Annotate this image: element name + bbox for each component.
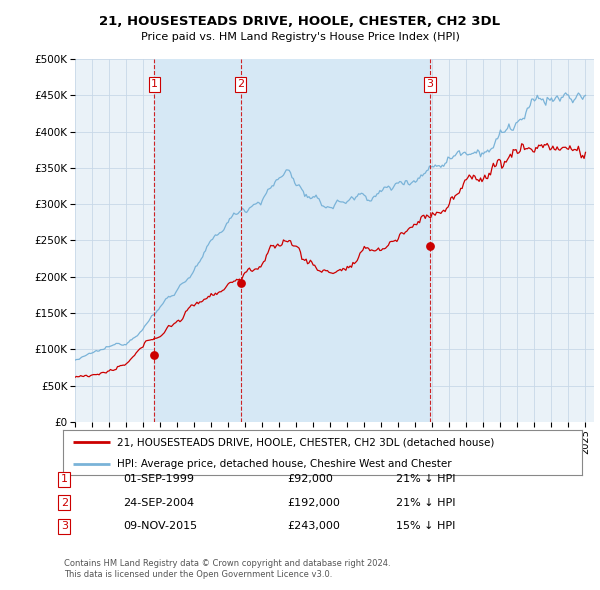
Text: This data is licensed under the Open Government Licence v3.0.: This data is licensed under the Open Gov… [64, 571, 332, 579]
Point [425, 241, 435, 250]
Text: 3: 3 [61, 522, 68, 531]
Text: 21% ↓ HPI: 21% ↓ HPI [396, 498, 455, 507]
Text: 3: 3 [427, 80, 433, 90]
Text: 1: 1 [151, 80, 158, 90]
Bar [241, 59, 430, 422]
Text: Price paid vs. HM Land Registry's House Price Index (HPI): Price paid vs. HM Land Registry's House … [140, 32, 460, 42]
Text: 21, HOUSESTEADS DRIVE, HOOLE, CHESTER, CH2 3DL: 21, HOUSESTEADS DRIVE, HOOLE, CHESTER, C… [100, 15, 500, 28]
Text: 1: 1 [61, 474, 68, 484]
Bar [154, 59, 241, 422]
Text: HPI: Average price, detached house, Cheshire West and Chester: HPI: Average price, detached house, Ches… [118, 458, 452, 468]
Text: £243,000: £243,000 [287, 522, 340, 531]
Text: 21, HOUSESTEADS DRIVE, HOOLE, CHESTER, CH2 3DL (detached house): 21, HOUSESTEADS DRIVE, HOOLE, CHESTER, C… [118, 437, 495, 447]
Text: 15% ↓ HPI: 15% ↓ HPI [396, 522, 455, 531]
Text: £92,000: £92,000 [287, 474, 332, 484]
Text: 2: 2 [61, 498, 68, 507]
Text: 21% ↓ HPI: 21% ↓ HPI [396, 474, 455, 484]
Point [149, 350, 159, 360]
Point [236, 278, 245, 287]
Text: 01-SEP-1999: 01-SEP-1999 [123, 474, 194, 484]
Text: 2: 2 [237, 80, 244, 90]
Text: Contains HM Land Registry data © Crown copyright and database right 2024.: Contains HM Land Registry data © Crown c… [64, 559, 391, 568]
Text: 09-NOV-2015: 09-NOV-2015 [123, 522, 197, 531]
Text: £192,000: £192,000 [287, 498, 340, 507]
Text: 24-SEP-2004: 24-SEP-2004 [123, 498, 194, 507]
